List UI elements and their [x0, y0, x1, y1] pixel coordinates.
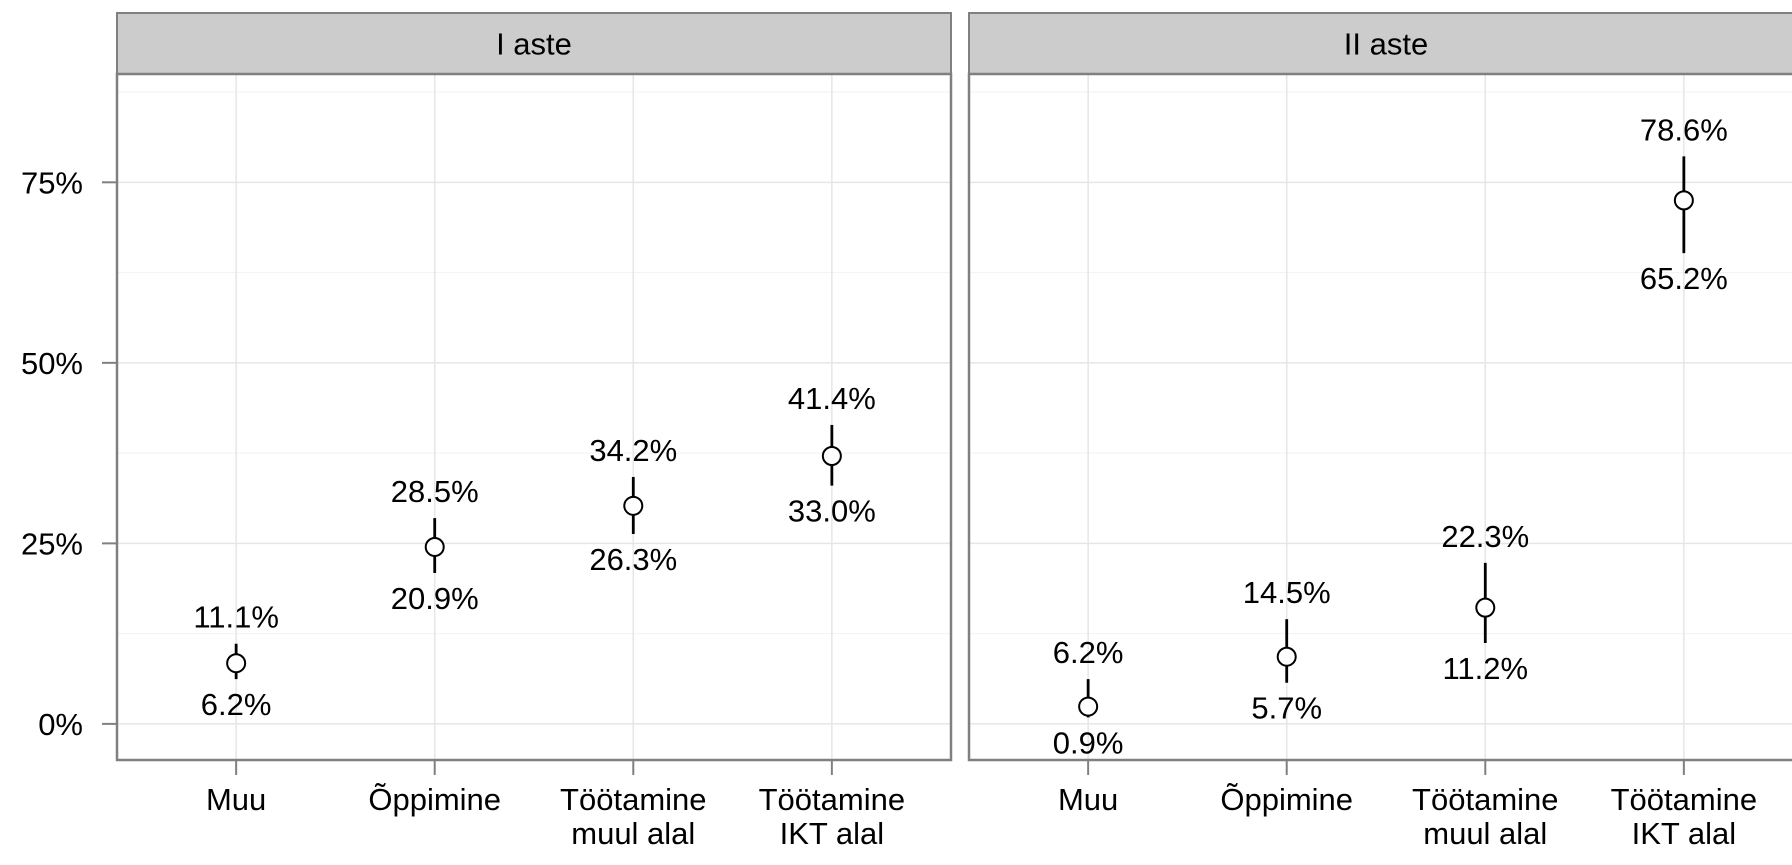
panel-background — [969, 74, 1792, 760]
lower-label: 11.2% — [1442, 651, 1528, 686]
upper-label: 22.3% — [1441, 519, 1529, 554]
y-tick-label: 0% — [38, 707, 83, 742]
lower-label: 20.9% — [391, 581, 479, 616]
upper-label: 6.2% — [1053, 635, 1124, 670]
lower-label: 5.7% — [1251, 691, 1322, 726]
x-tick-label: Töötamine muul alal — [1412, 782, 1558, 851]
x-tick-label: Õppimine — [1220, 782, 1353, 817]
lower-label: 26.3% — [589, 542, 677, 577]
x-tick-label: Töötamine IKT alal — [759, 782, 905, 851]
strip — [116, 12, 952, 75]
point — [1673, 190, 1694, 211]
upper-label: 11.1% — [193, 600, 279, 635]
x-tick-label: Muu — [206, 782, 266, 817]
strip-label: I aste — [496, 27, 572, 62]
x-tick-label: Muu — [1058, 782, 1118, 817]
strip — [968, 12, 1792, 75]
lower-label: 0.9% — [1053, 725, 1124, 760]
point — [821, 445, 842, 466]
upper-label: 41.4% — [788, 381, 876, 416]
panel-background — [117, 74, 951, 760]
y-tick-label: 75% — [21, 165, 83, 200]
y-tick-label: 50% — [21, 346, 83, 381]
upper-label: 34.2% — [589, 433, 677, 468]
point — [1078, 696, 1099, 717]
upper-label: 14.5% — [1243, 575, 1331, 610]
point — [1475, 597, 1496, 618]
lower-label: 6.2% — [201, 687, 272, 722]
plot-root: I aste 0% 25% 50% 75% Muu 11.1% 6.2% Õppimine 28.… — [21, 12, 1792, 851]
lower-label: 65.2% — [1640, 261, 1728, 296]
point — [1276, 646, 1297, 667]
panel-border — [115, 72, 953, 762]
point — [424, 536, 445, 557]
point — [623, 495, 644, 516]
point — [226, 653, 247, 674]
y-tick-label: 25% — [21, 526, 83, 561]
panel-border — [967, 72, 1792, 762]
strip-label: II aste — [1344, 27, 1428, 62]
x-tick-label: Töötamine IKT alal — [1611, 782, 1757, 851]
upper-label: 28.5% — [391, 474, 479, 509]
x-tick-label: Õppimine — [368, 782, 501, 817]
upper-label: 78.6% — [1640, 112, 1728, 147]
lower-label: 33.0% — [788, 494, 876, 529]
x-tick-label: Töötamine muul alal — [560, 782, 706, 851]
